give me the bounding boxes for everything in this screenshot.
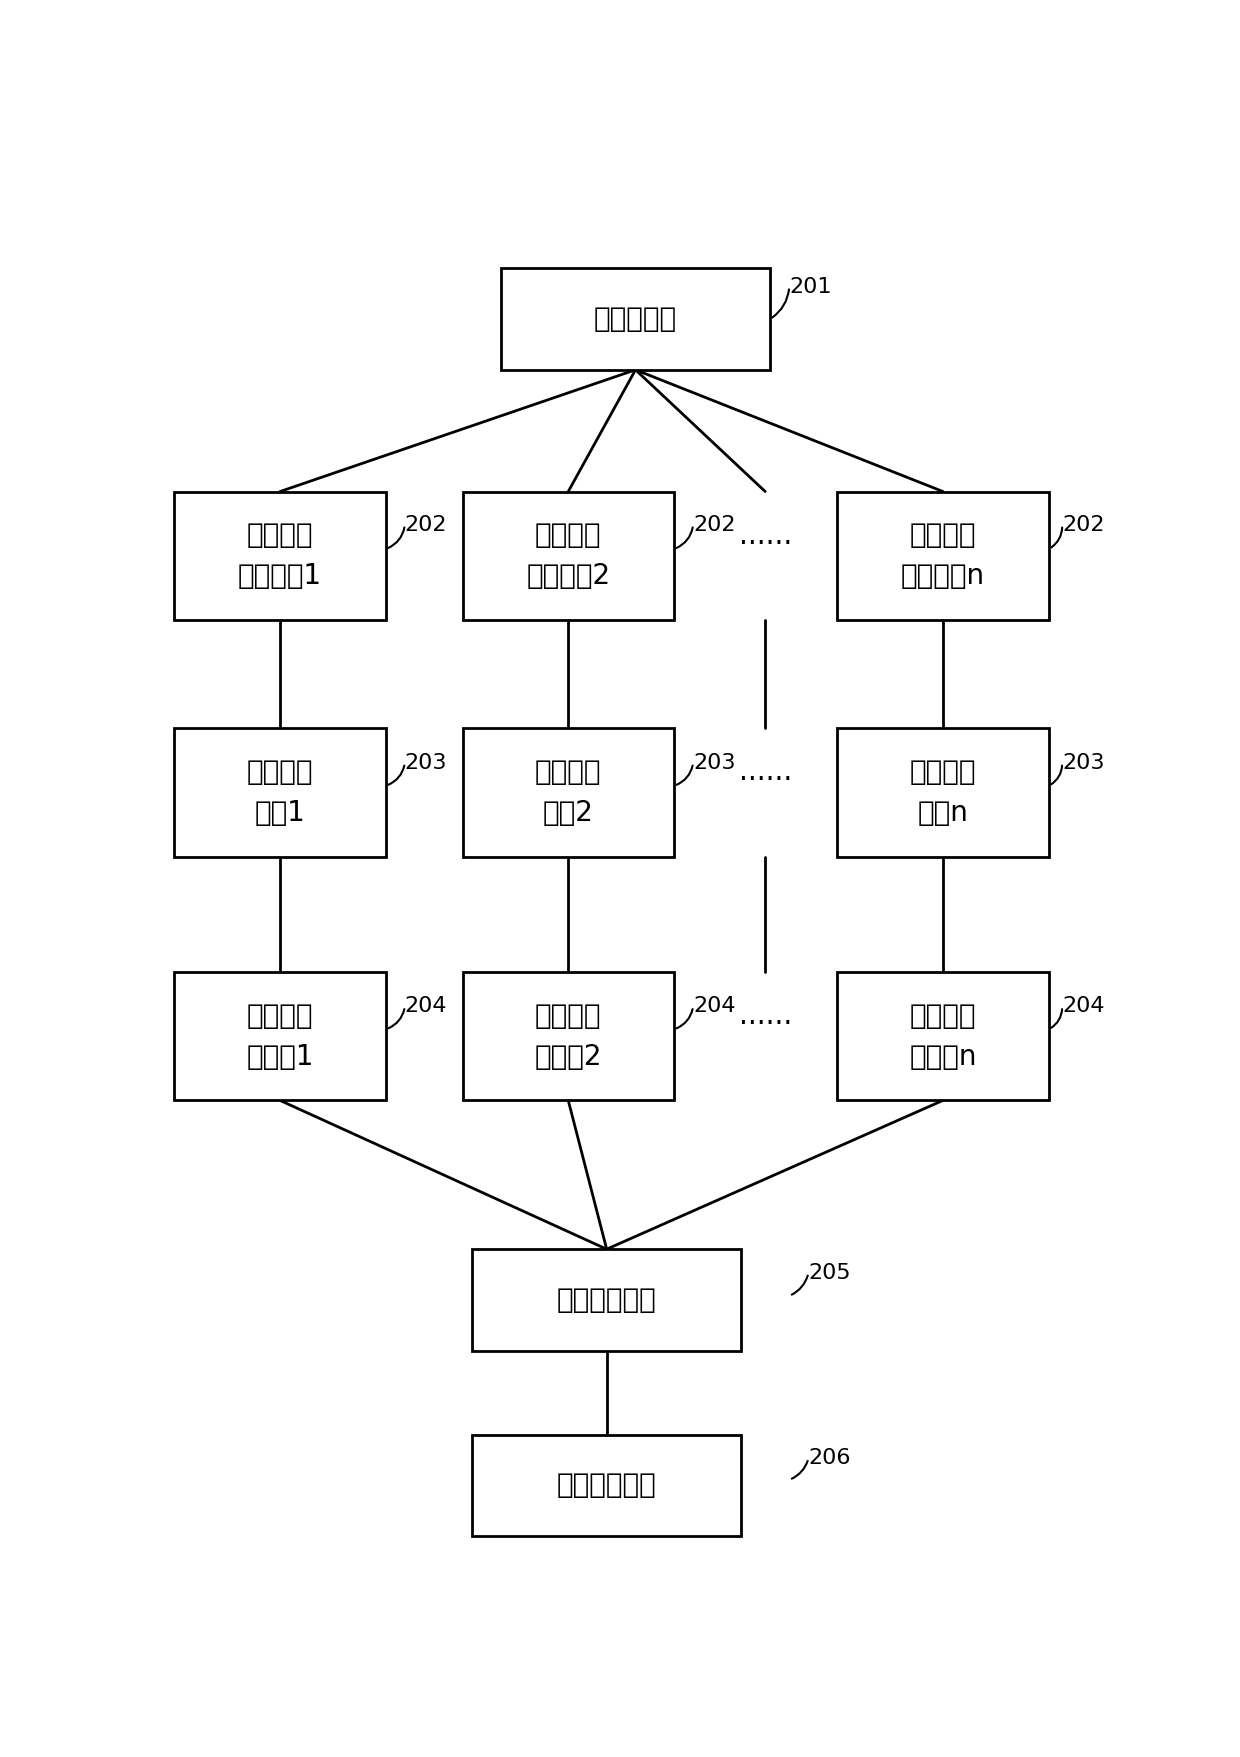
Text: 204: 204 xyxy=(1063,996,1105,1016)
Bar xyxy=(463,492,675,620)
Text: 初始分割
结果2: 初始分割 结果2 xyxy=(534,757,601,828)
Text: 202: 202 xyxy=(404,515,448,534)
Text: ......: ...... xyxy=(739,759,792,787)
Bar xyxy=(463,729,675,857)
Bar xyxy=(501,269,770,369)
Text: ......: ...... xyxy=(739,1001,792,1030)
Bar xyxy=(174,492,386,620)
Text: 初始分割
结果n: 初始分割 结果n xyxy=(910,757,976,828)
Text: 设定神经
网络模型n: 设定神经 网络模型n xyxy=(901,522,985,590)
Text: 待分割图像: 待分割图像 xyxy=(594,306,677,334)
Text: 设定神经
网络模型2: 设定神经 网络模型2 xyxy=(526,522,610,590)
Text: 初始分割
结果1: 初始分割 结果1 xyxy=(247,757,314,828)
Bar xyxy=(837,492,1049,620)
Bar xyxy=(174,729,386,857)
Text: 206: 206 xyxy=(808,1448,851,1469)
Text: 目标模型
权重倷2: 目标模型 权重倷2 xyxy=(534,1001,601,1070)
Bar xyxy=(837,729,1049,857)
Text: 202: 202 xyxy=(1063,515,1105,534)
Text: 202: 202 xyxy=(693,515,735,534)
Bar xyxy=(463,972,675,1100)
Text: 204: 204 xyxy=(693,996,735,1016)
Text: 分割血管图像: 分割血管图像 xyxy=(557,1471,656,1499)
Text: ......: ...... xyxy=(739,522,792,550)
Text: 目标模型
权重倷n: 目标模型 权重倷n xyxy=(909,1001,977,1070)
Bar xyxy=(472,1434,742,1536)
Text: 203: 203 xyxy=(404,752,448,773)
Text: 203: 203 xyxy=(1063,752,1105,773)
Text: 设定神经
网络模型1: 设定神经 网络模型1 xyxy=(238,522,322,590)
Bar xyxy=(174,972,386,1100)
Text: 203: 203 xyxy=(693,752,735,773)
Bar xyxy=(472,1249,742,1351)
Text: 205: 205 xyxy=(808,1263,851,1283)
Text: 加权分割结果: 加权分割结果 xyxy=(557,1286,656,1314)
Text: 201: 201 xyxy=(789,276,832,297)
Text: 204: 204 xyxy=(404,996,448,1016)
Text: 目标模型
权重倷1: 目标模型 权重倷1 xyxy=(247,1001,314,1070)
Bar xyxy=(837,972,1049,1100)
